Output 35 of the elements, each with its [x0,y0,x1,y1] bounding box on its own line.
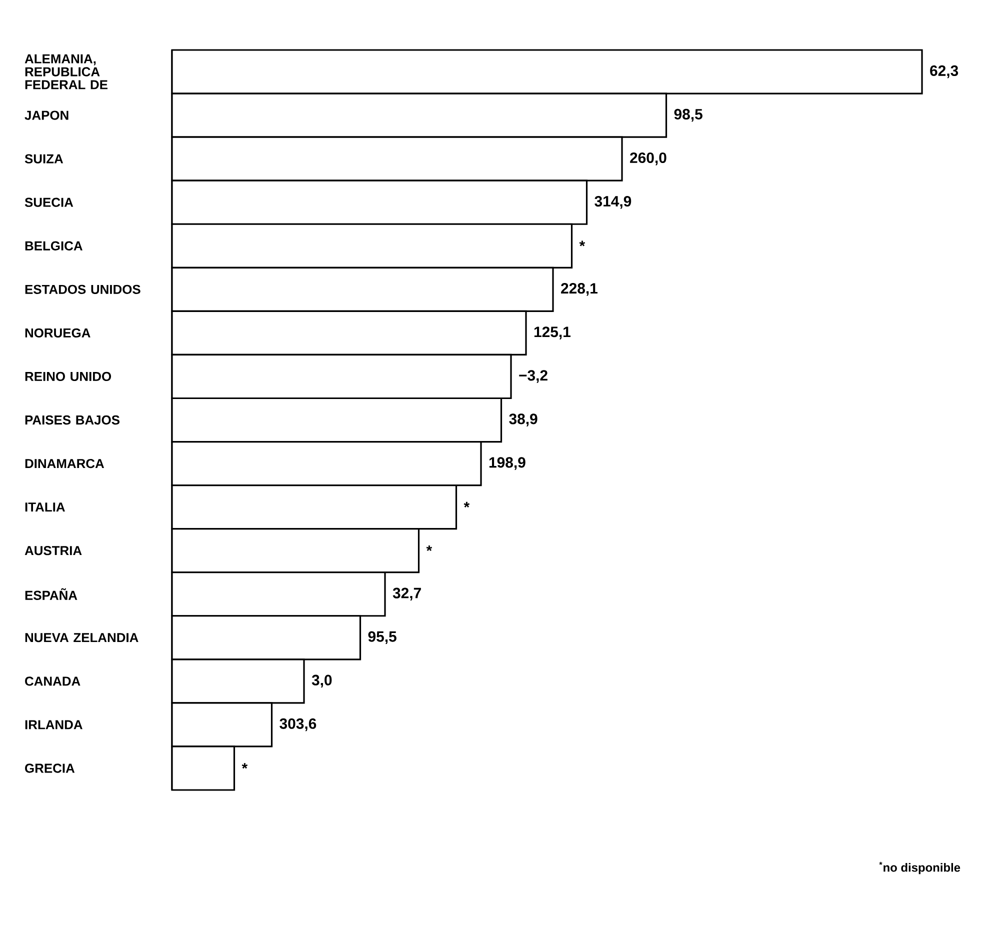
annotation: 98,5 [674,108,702,122]
annotation: 125,1 [534,326,570,340]
text: $^{*}$no disponible [879,862,960,874]
y-tick-label: ESPAÑA [25,588,78,600]
y-tick-label: NORUEGA [25,328,90,338]
y-tick-label: IRLANDA [25,720,82,730]
annotation: * [464,502,470,508]
annotation: 228,1 [561,283,598,296]
y-tick-label: ALEMANIA, REPUBLICA FEDERAL DE [24,54,108,90]
y-tick-label: REINO UNIDO [25,372,112,382]
y-tick-label: SUIZA [24,154,64,164]
y-tick-label: AUSTRIA [24,546,82,556]
y-tick-label: BELGICA [25,241,82,250]
annotation: * [242,763,248,769]
annotation: 303,6 [280,718,316,732]
y-tick-label: SUECIA [24,198,74,207]
y-tick-label: JAPON [24,110,68,120]
annotation: 260,0 [630,152,666,166]
y-tick-label: GRECIA [25,764,75,773]
y-tick-label: DINAMARCA [25,458,104,468]
annotation: 3,0 [312,674,332,688]
y-tick-label: PAISES BAJOS [25,415,120,425]
annotation: 95,5 [368,631,396,644]
y-tick-label: NUEVA ZELANDIA [25,633,138,642]
y-tick-label: CANADA [25,676,80,686]
annotation: −3,2 [519,370,548,383]
annotation: 198,9 [489,457,526,470]
annotation: * [579,240,586,246]
annotation: 62,3 [930,65,958,78]
annotation: 38,9 [509,414,538,426]
annotation: 314,9 [594,196,632,209]
annotation: 32,7 [392,588,421,600]
y-tick-label: ESTADOS UNIDOS [25,284,140,294]
annotation: * [426,545,432,552]
y-tick-label: ITALIA [25,502,65,512]
